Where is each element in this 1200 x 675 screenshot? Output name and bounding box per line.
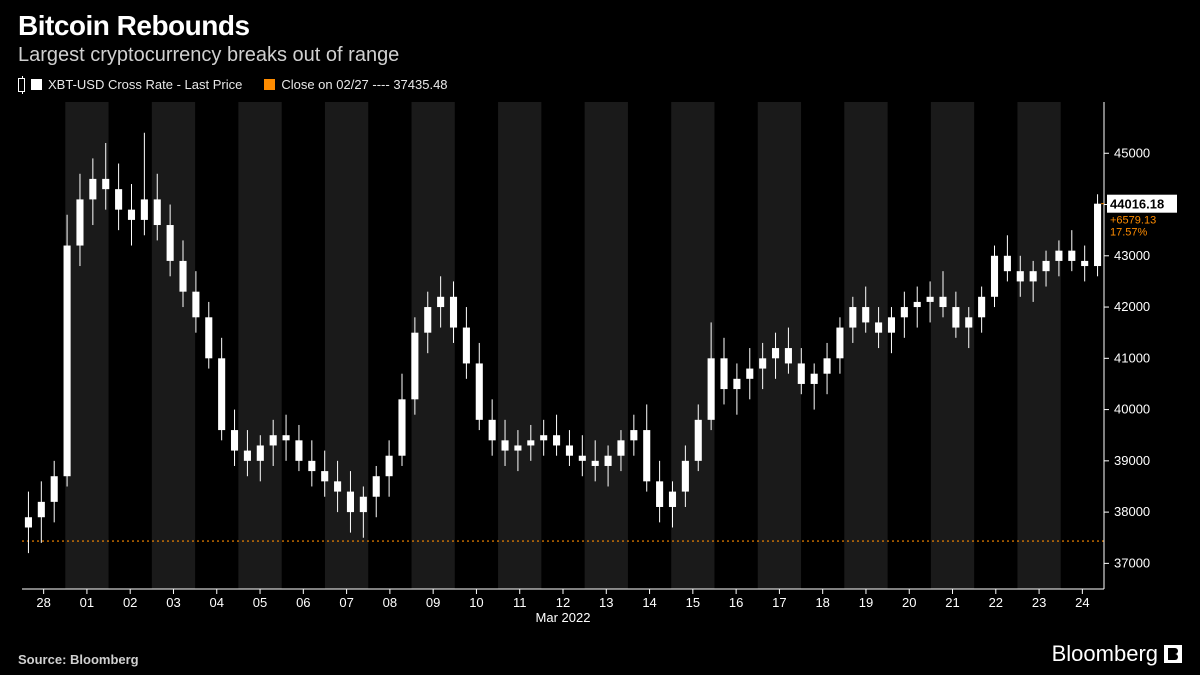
svg-text:16: 16 — [729, 595, 743, 610]
svg-text:20: 20 — [902, 595, 916, 610]
svg-text:41000: 41000 — [1114, 350, 1150, 365]
svg-text:23: 23 — [1032, 595, 1046, 610]
source-label: Source: Bloomberg — [18, 652, 139, 667]
svg-text:06: 06 — [296, 595, 310, 610]
svg-text:44016.18: 44016.18 — [1110, 197, 1164, 212]
svg-text:19: 19 — [859, 595, 873, 610]
brand-logo: Bloomberg — [1052, 641, 1182, 667]
svg-text:08: 08 — [383, 595, 397, 610]
brand-text: Bloomberg — [1052, 641, 1158, 667]
square-icon — [31, 79, 42, 90]
svg-text:09: 09 — [426, 595, 440, 610]
svg-text:42000: 42000 — [1114, 299, 1150, 314]
svg-text:28: 28 — [36, 595, 50, 610]
svg-text:39000: 39000 — [1114, 453, 1150, 468]
svg-text:21: 21 — [945, 595, 959, 610]
legend-series-label: XBT-USD Cross Rate - Last Price — [48, 77, 242, 92]
svg-text:+6579.13: +6579.13 — [1110, 215, 1156, 227]
price-chart-svg: 3700038000390004000041000420004300044000… — [18, 98, 1182, 625]
chart-area: 3700038000390004000041000420004300044000… — [18, 98, 1182, 625]
svg-text:03: 03 — [166, 595, 180, 610]
svg-text:07: 07 — [339, 595, 353, 610]
svg-text:10: 10 — [469, 595, 483, 610]
svg-text:43000: 43000 — [1114, 248, 1150, 263]
svg-text:24: 24 — [1075, 595, 1089, 610]
svg-text:17.57%: 17.57% — [1110, 227, 1148, 239]
orange-square-icon — [264, 79, 275, 90]
svg-text:05: 05 — [253, 595, 267, 610]
svg-text:04: 04 — [210, 595, 224, 610]
svg-text:02: 02 — [123, 595, 137, 610]
svg-text:12: 12 — [556, 595, 570, 610]
svg-text:18: 18 — [815, 595, 829, 610]
svg-text:11: 11 — [513, 595, 527, 610]
svg-text:15: 15 — [686, 595, 700, 610]
brand-icon — [1164, 645, 1182, 663]
candle-icon — [18, 78, 25, 92]
svg-text:37000: 37000 — [1114, 555, 1150, 570]
svg-text:14: 14 — [642, 595, 656, 610]
chart-footer: Source: Bloomberg Bloomberg — [18, 641, 1182, 667]
chart-legend: XBT-USD Cross Rate - Last Price Close on… — [0, 71, 1200, 94]
svg-text:45000: 45000 — [1114, 145, 1150, 160]
svg-text:13: 13 — [599, 595, 613, 610]
legend-close-label: Close on 02/27 ---- 37435.48 — [281, 77, 447, 92]
chart-header: Bitcoin Rebounds Largest cryptocurrency … — [0, 0, 1200, 71]
chart-subtitle: Largest cryptocurrency breaks out of ran… — [18, 44, 1182, 67]
svg-text:38000: 38000 — [1114, 504, 1150, 519]
chart-title: Bitcoin Rebounds — [18, 10, 1182, 42]
svg-text:17: 17 — [772, 595, 786, 610]
svg-text:Mar 2022: Mar 2022 — [536, 610, 591, 625]
svg-text:01: 01 — [80, 595, 94, 610]
svg-text:40000: 40000 — [1114, 402, 1150, 417]
svg-text:22: 22 — [989, 595, 1003, 610]
